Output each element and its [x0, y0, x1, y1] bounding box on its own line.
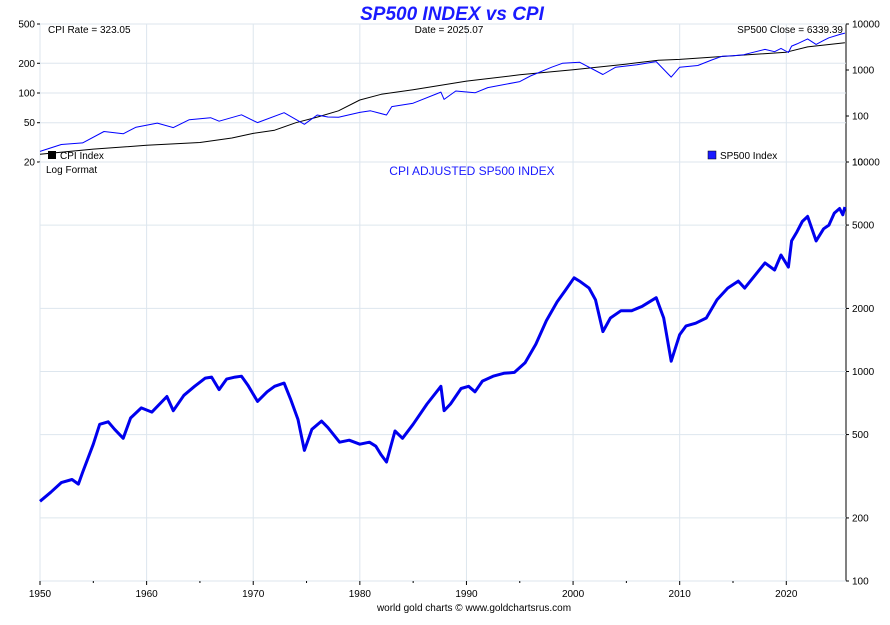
- top-left-tick-label: 100: [18, 89, 35, 100]
- x-tick-label: 2020: [775, 589, 798, 600]
- bottom-right-tick-label: 500: [852, 430, 869, 441]
- top-right-tick-label: 1000: [852, 66, 875, 77]
- x-tick-label: 1970: [242, 589, 265, 600]
- legend-sp500-swatch: [707, 150, 717, 160]
- top-right-tick-label: 100: [852, 112, 869, 123]
- cpi-rate-label: CPI Rate = 323.05: [48, 25, 131, 36]
- date-label: Date = 2025.07: [415, 25, 484, 36]
- x-tick-label: 1950: [29, 589, 52, 600]
- top-left-tick-label: 200: [18, 59, 35, 70]
- top-left-tick-label: 50: [24, 118, 36, 129]
- top-right-tick-label: 10000: [852, 20, 880, 31]
- top-left-tick-label: 20: [24, 158, 36, 169]
- x-tick-label: 1990: [455, 589, 478, 600]
- bottom-right-tick-label: 5000: [852, 221, 875, 232]
- x-tick-label: 2000: [562, 589, 585, 600]
- sp500-close-label: SP500 Close = 6339.39: [737, 25, 843, 36]
- x-tick-label: 1960: [135, 589, 158, 600]
- x-tick-label: 2010: [669, 589, 692, 600]
- top-left-tick-label: 500: [18, 20, 35, 31]
- bottom-right-tick-label: 10000: [852, 158, 880, 169]
- chart-title: SP500 INDEX vs CPI: [360, 4, 544, 25]
- bottom-right-tick-label: 200: [852, 513, 869, 524]
- legend-sp500-label: SP500 Index: [720, 151, 777, 162]
- bottom-right-axis: 100 200 500 1000 2000 5000 10000: [846, 158, 880, 588]
- log-format-label: Log Format: [46, 165, 97, 176]
- cpi-index-line: [39, 42, 845, 155]
- footer-credit: world gold charts © www.goldchartsrus.co…: [376, 603, 571, 614]
- bottom-right-tick-label: 100: [852, 577, 869, 588]
- legend-cpi-label: CPI Index: [60, 151, 104, 162]
- top-right-axis: 10 100 1000 10000: [846, 20, 880, 169]
- bottom-right-tick-label: 1000: [852, 367, 875, 378]
- legend-cpi-swatch: [48, 151, 56, 159]
- bottom-panel: Log Format CPI ADJUSTED SP500 INDEX 100 2…: [29, 158, 880, 601]
- x-tick-label: 1980: [349, 589, 372, 600]
- bottom-panel-title: CPI ADJUSTED SP500 INDEX: [389, 164, 554, 178]
- top-panel: CPI Rate = 323.05 Date = 2025.07 SP500 C…: [18, 20, 880, 169]
- top-right-tick-label: 10: [852, 158, 864, 169]
- bottom-right-tick-label: 2000: [852, 304, 875, 315]
- x-axis: 1950 1960 1970 1980 1990 2000 2010 2020: [29, 581, 798, 600]
- top-left-axis: 20 50 100 200 500: [18, 20, 40, 169]
- cpi-adjusted-sp500-line: [39, 206, 847, 503]
- sp500-index-line: [39, 32, 846, 152]
